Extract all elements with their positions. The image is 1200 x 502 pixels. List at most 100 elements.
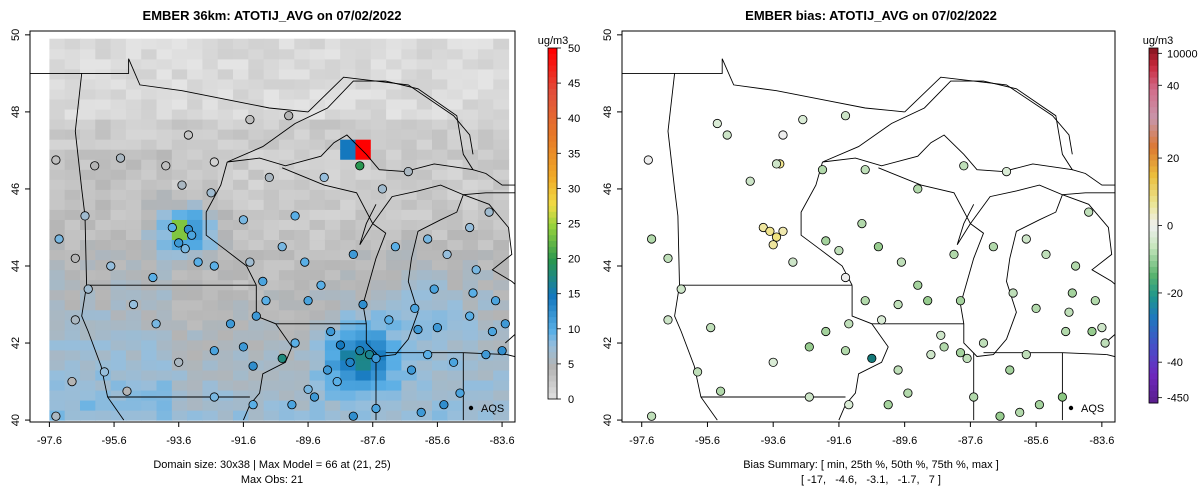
grid-cell	[217, 219, 234, 230]
grid-cell	[156, 118, 173, 130]
grid-cell	[493, 249, 510, 261]
grid-cell	[340, 159, 357, 170]
grid-cell	[248, 118, 265, 130]
colorbar-segment	[1149, 107, 1158, 114]
grid-cell	[355, 400, 372, 411]
grid-cell	[324, 379, 341, 391]
grid-cell	[340, 169, 357, 180]
grid-cell	[202, 239, 219, 251]
colorbar-tick-label: 15	[568, 289, 580, 301]
grid-cell	[477, 219, 494, 230]
monitor-point	[497, 346, 507, 356]
grid-cell	[141, 339, 158, 351]
monitor-point	[390, 242, 400, 252]
grid-cell	[401, 159, 418, 170]
grid-cell	[49, 289, 66, 301]
monitor-point	[287, 400, 297, 410]
monitor-point	[471, 265, 481, 275]
grid-cell	[141, 149, 158, 160]
grid-cell	[217, 329, 234, 341]
grid-cell	[110, 239, 127, 251]
bias-point	[646, 234, 657, 244]
boundary-line	[983, 352, 1107, 356]
grid-cell	[125, 98, 142, 110]
grid-cell	[263, 58, 280, 70]
colorbar-segment	[1149, 355, 1158, 363]
colorbar-segment	[1149, 48, 1158, 55]
grid-cell	[340, 58, 357, 70]
grid-cell	[141, 179, 158, 190]
grid-cell	[233, 410, 249, 421]
grid-cell	[416, 289, 433, 301]
grid-cell	[217, 289, 234, 301]
monitor-point	[209, 392, 219, 402]
grid-cell	[432, 179, 448, 190]
grid-cell	[248, 68, 265, 80]
grid-cell	[493, 149, 510, 160]
grid-cell	[171, 149, 188, 160]
grid-cell	[49, 259, 66, 271]
grid-cell	[340, 279, 357, 291]
grid-cell	[141, 400, 158, 411]
grid-cell	[432, 118, 448, 130]
grid-cell	[187, 139, 204, 150]
grid-cell	[493, 88, 510, 100]
grid-cell	[447, 118, 464, 130]
grid-cell	[64, 229, 81, 241]
grid-cell	[263, 329, 280, 341]
grid-cell	[80, 38, 96, 50]
grid-cell	[309, 339, 326, 351]
grid-cell	[49, 88, 66, 100]
grid-cell	[355, 118, 372, 130]
grid-cell	[386, 369, 402, 381]
grid-cell	[125, 78, 142, 90]
colorbar-tick-label: 45	[568, 78, 580, 90]
grid-cell	[64, 299, 81, 311]
monitor-point	[161, 161, 171, 171]
grid-cell	[370, 239, 387, 251]
grid-cell	[49, 239, 66, 251]
monitor-point	[348, 411, 358, 421]
colorbar-segment	[548, 375, 557, 382]
grid-cell	[110, 98, 127, 110]
grid-cell	[49, 389, 66, 401]
grid-cell	[355, 98, 372, 110]
bias-summary-line-1: Bias Summary: [ min, 25th %, 50th %, 75t…	[743, 459, 999, 471]
colorbar-segment	[548, 369, 557, 377]
grid-cell	[64, 410, 81, 421]
grid-cell	[125, 410, 142, 421]
grid-cell	[324, 349, 341, 361]
grid-cell	[340, 269, 357, 281]
bias-point	[798, 115, 808, 125]
grid-cell	[447, 78, 464, 90]
grid-cell	[110, 189, 127, 200]
grid-cell	[340, 239, 357, 251]
grid-cell	[370, 108, 387, 120]
grid-cell	[141, 389, 158, 401]
grid-cell	[278, 249, 295, 261]
boundary-line	[362, 184, 464, 357]
grid-cell	[462, 239, 479, 251]
grid-cell	[493, 410, 510, 421]
grid-cell	[248, 249, 265, 261]
grid-cell	[110, 319, 127, 331]
colorbar-segment	[548, 106, 557, 113]
grid-cell	[171, 129, 188, 140]
grid-cell	[141, 88, 158, 100]
grid-cell	[49, 209, 66, 220]
plot-frame	[29, 30, 516, 423]
grid-cell	[217, 410, 234, 421]
grid-cell	[80, 78, 96, 90]
grid-cell	[64, 219, 81, 230]
x-tick-label: -93.6	[166, 435, 191, 447]
grid-cell	[156, 149, 173, 160]
grid-cell	[95, 259, 112, 271]
colorbar-segment	[1149, 349, 1158, 357]
colorbar-segment	[1149, 272, 1158, 280]
grid-cell	[95, 249, 112, 261]
grid-cell	[370, 259, 387, 271]
grid-cell	[125, 108, 142, 120]
colorbar-segment	[548, 363, 557, 371]
grid-cell	[233, 88, 249, 100]
grid-cell	[309, 88, 326, 100]
